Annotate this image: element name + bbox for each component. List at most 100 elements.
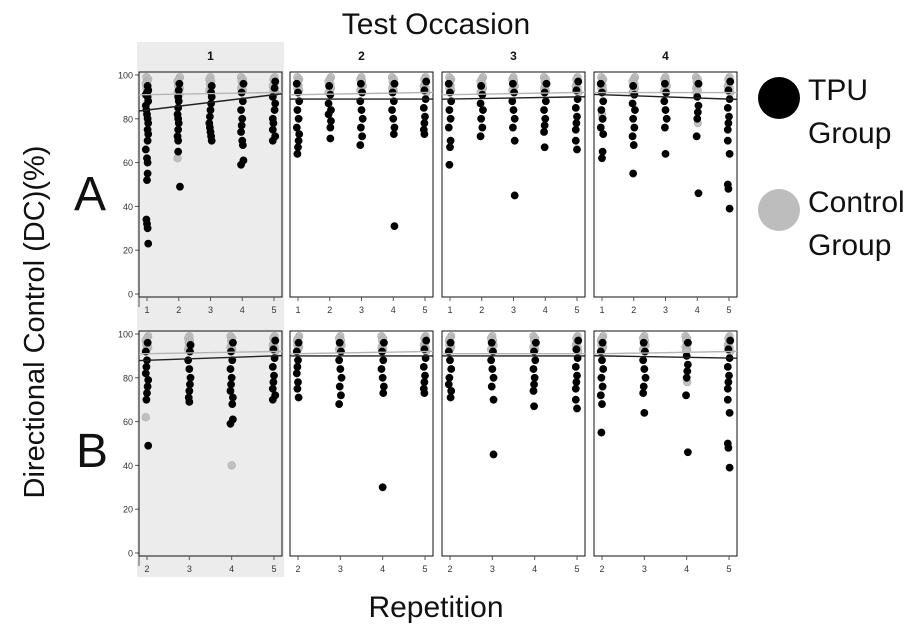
tpu-point (683, 338, 692, 347)
tpu-point (571, 395, 580, 404)
tpu-point (693, 114, 702, 123)
tpu-point (572, 378, 581, 387)
tpu-point (446, 393, 455, 402)
x-tick-label: 3 (490, 564, 495, 574)
tpu-point (141, 145, 150, 154)
tpu-point (630, 123, 639, 132)
strip-label-occasion-3: 3 (510, 49, 517, 63)
tpu-point (629, 169, 638, 178)
tpu-point (571, 125, 580, 134)
tpu-point (292, 369, 301, 378)
tpu-point (446, 356, 454, 365)
tpu-point (540, 121, 549, 130)
tpu-point (510, 191, 519, 200)
y-tick-label: 60 (123, 158, 133, 168)
legend: TPU Group Control Group (758, 74, 905, 262)
tpu-point (144, 119, 153, 128)
tpu-point (571, 136, 580, 145)
tpu-point (531, 356, 540, 365)
tpu-point (640, 365, 649, 373)
x-tick-label: 5 (422, 564, 427, 574)
panel-frame-A-2 (289, 71, 434, 298)
panel-frame-B-1 (138, 330, 283, 557)
control-point (141, 413, 150, 422)
tpu-point (422, 336, 431, 345)
control-point (173, 154, 182, 163)
y-tick-label: 40 (123, 461, 133, 471)
x-tick-label: 5 (422, 305, 427, 315)
tpu-point (226, 387, 235, 395)
tpu-point (389, 114, 398, 123)
tpu-point (141, 369, 150, 378)
tpu-point (510, 88, 518, 97)
tpu-point (476, 99, 485, 108)
tpu-point (683, 448, 692, 457)
x-tick-label: 2 (599, 564, 604, 574)
tpu-point (237, 106, 245, 114)
tpu-point (228, 393, 237, 402)
tpu-point (294, 114, 303, 123)
x-tick-label: 5 (574, 564, 579, 574)
tpu-point (641, 347, 649, 356)
x-tick-label: 2 (479, 305, 484, 315)
tpu-point (207, 93, 216, 101)
tpu-point (477, 82, 486, 90)
tpu-point (390, 123, 399, 132)
tpu-point (237, 128, 245, 136)
tpu-point (726, 77, 735, 86)
row-label-a: A (74, 168, 106, 221)
tpu-trend-line (441, 96, 586, 100)
tpu-point (143, 382, 152, 391)
tpu-point (693, 108, 702, 117)
x-tick-label: 2 (327, 305, 332, 315)
tpu-point (597, 373, 606, 382)
tpu-point (294, 143, 302, 152)
control-trend-line (593, 350, 738, 355)
tpu-point (476, 132, 485, 141)
tpu-point (327, 117, 335, 125)
panel-frame-B-4 (593, 330, 738, 557)
tpu-point (143, 389, 151, 398)
control-point (227, 461, 236, 470)
tpu-point (444, 123, 453, 132)
strip-label-occasion-4: 4 (662, 49, 669, 63)
tpu-point (541, 97, 550, 106)
tpu-point (596, 123, 605, 132)
tpu-point (571, 362, 580, 371)
control-trend-line (289, 350, 434, 355)
tpu-point (174, 86, 183, 95)
tpu-point (144, 239, 153, 248)
tpu-point (186, 347, 194, 356)
y-tick-label: 0 (128, 290, 133, 300)
tpu-point (389, 130, 398, 139)
tpu-point (143, 224, 152, 233)
tpu-point (207, 136, 216, 145)
tpu-point (723, 136, 732, 145)
tpu-point (185, 397, 194, 406)
x-tick-label: 2 (176, 305, 181, 315)
tpu-point (379, 338, 388, 347)
tpu-point (176, 182, 184, 191)
tpu-point (270, 371, 278, 380)
x-tick-label: 4 (380, 564, 385, 574)
tpu-point (268, 395, 277, 404)
tpu-point (144, 130, 153, 139)
tpu-point (598, 382, 607, 391)
tpu-point (207, 99, 215, 108)
tpu-point (269, 378, 278, 387)
y-tick-label: 60 (123, 417, 133, 427)
tpu-point (227, 380, 235, 389)
tpu-point (388, 106, 396, 114)
tpu-point (598, 147, 607, 156)
tpu-point (445, 373, 454, 382)
tpu-point (488, 365, 497, 373)
x-tick-label: 5 (271, 564, 276, 574)
tpu-point (723, 362, 732, 371)
panel-frame-B-2 (289, 330, 434, 557)
tpu-point (662, 114, 671, 123)
tpu-point (271, 99, 280, 108)
tpu-point (724, 378, 733, 387)
tpu-point (419, 362, 428, 371)
tpu-point (294, 356, 302, 365)
